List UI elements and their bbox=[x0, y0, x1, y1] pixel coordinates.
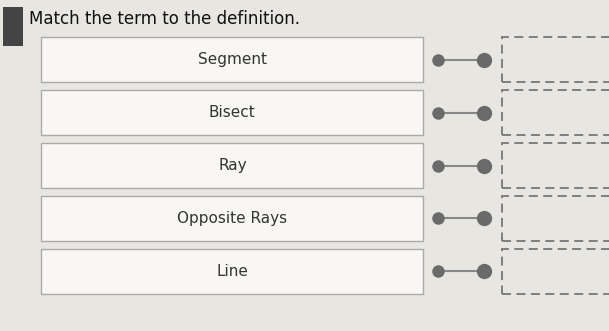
Bar bbox=[3, 7, 23, 46]
Text: Match the term to the definition.: Match the term to the definition. bbox=[29, 10, 300, 28]
Text: Opposite Rays: Opposite Rays bbox=[177, 211, 287, 226]
Text: Ray: Ray bbox=[218, 158, 247, 173]
Text: Line: Line bbox=[216, 264, 248, 279]
FancyBboxPatch shape bbox=[41, 249, 423, 294]
Text: Segment: Segment bbox=[198, 52, 267, 67]
Text: Bisect: Bisect bbox=[209, 105, 256, 120]
FancyBboxPatch shape bbox=[41, 37, 423, 82]
FancyBboxPatch shape bbox=[41, 196, 423, 241]
FancyBboxPatch shape bbox=[41, 143, 423, 188]
FancyBboxPatch shape bbox=[41, 90, 423, 135]
